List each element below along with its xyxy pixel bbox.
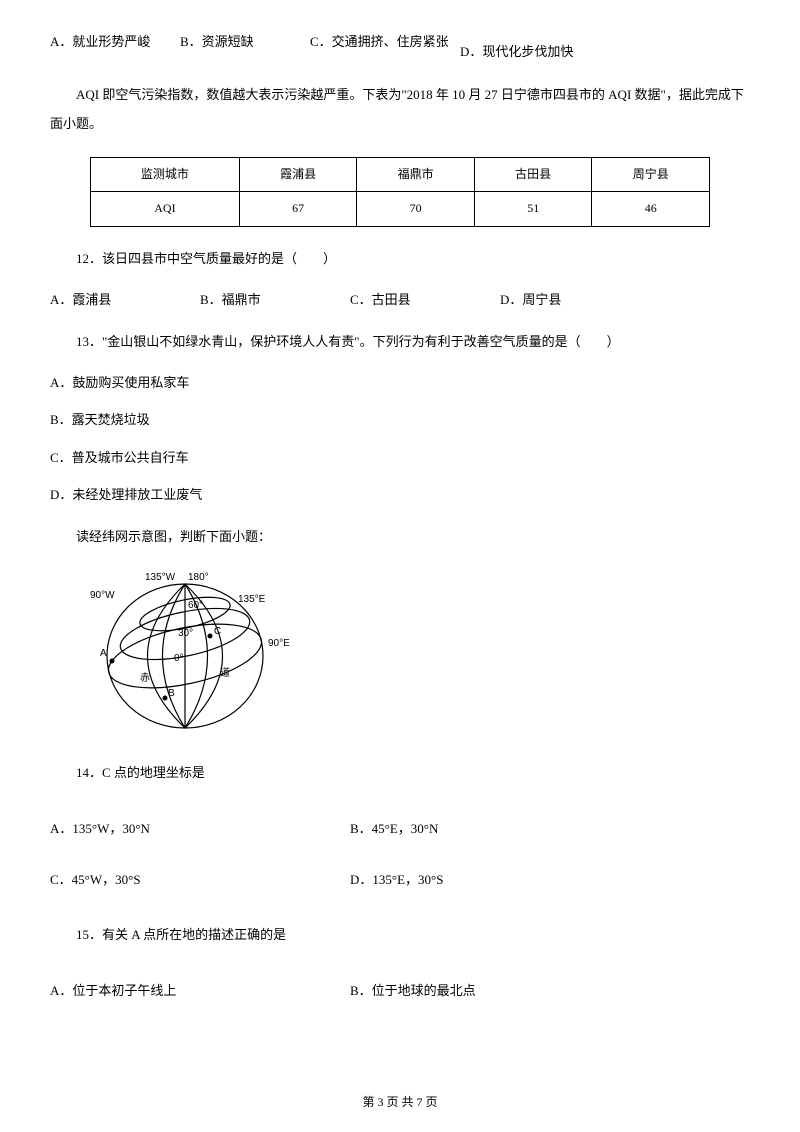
q12-opt-c: C．古田县 — [350, 288, 500, 311]
aqi-table: 监测城市 霞浦县 福鼎市 古田县 周宁县 AQI 67 70 51 46 — [90, 157, 710, 227]
globe-point-a: A — [100, 648, 107, 659]
aqi-v0: 67 — [239, 192, 357, 227]
q13-opt-c: C．普及城市公共自行车 — [50, 446, 750, 469]
globe-label-90e: 90°E — [268, 638, 290, 649]
aqi-h3: 古田县 — [474, 157, 592, 192]
q13-opt-b: B．露天焚烧垃圾 — [50, 408, 750, 431]
globe-point-c: C — [214, 626, 221, 637]
q14-opt-b: B．45°E，30°N — [350, 817, 650, 840]
globe-label-chi-right: 道 — [220, 666, 230, 679]
q11-opt-c: C．交通拥挤、住房紧张 — [310, 30, 460, 53]
aqi-h2: 福鼎市 — [357, 157, 475, 192]
q14-row2: C．45°W，30°S D．135°E，30°S — [50, 854, 750, 905]
globe-svg: 135°W 180° 90°W 135°E 90°E 60° 30° 0° 赤 … — [90, 566, 300, 736]
globe-label-0: 0° — [174, 653, 184, 664]
globe-passage: 读经纬网示意图，判断下面小题： — [50, 525, 750, 548]
table-row-values: AQI 67 70 51 46 — [91, 192, 710, 227]
globe-label-90w: 90°W — [90, 590, 115, 601]
aqi-h1: 霞浦县 — [239, 157, 357, 192]
q14-opt-c: C．45°W，30°S — [50, 868, 350, 891]
globe-label-135e: 135°E — [238, 594, 266, 605]
q15-opt-a: A．位于本初子午线上 — [50, 979, 350, 1002]
q11-options: A．就业形势严峻 B．资源短缺 C．交通拥挤、住房紧张 D．现代化步伐加快 — [50, 30, 750, 63]
aqi-v2: 51 — [474, 192, 592, 227]
aqi-h0: 监测城市 — [91, 157, 240, 192]
q14-row1: A．135°W，30°N B．45°E，30°N — [50, 803, 750, 854]
q12-opt-a: A．霞浦县 — [50, 288, 200, 311]
globe-label-60: 60° — [188, 600, 203, 611]
aqi-passage: AQI 即空气污染指数，数值越大表示污染越严重。下表为"2018 年 10 月 … — [50, 81, 750, 138]
globe-label-135w: 135°W — [145, 572, 176, 583]
q13-opt-d: D．未经处理排放工业废气 — [50, 483, 750, 506]
q11-opt-b: B．资源短缺 — [180, 30, 310, 53]
aqi-h4: 周宁县 — [592, 157, 710, 192]
q14-opt-d: D．135°E，30°S — [350, 868, 650, 891]
globe-label-chi-left: 赤 — [140, 672, 150, 684]
q14-stem: 14．C 点的地理坐标是 — [50, 761, 750, 784]
q15-opt-b: B．位于地球的最北点 — [350, 979, 650, 1002]
q13-opt-a: A．鼓励购买使用私家车 — [50, 371, 750, 394]
q11-opt-d: D．现代化步伐加快 — [460, 30, 610, 63]
globe-label-180: 180° — [188, 572, 209, 583]
q12-opt-b: B．福鼎市 — [200, 288, 350, 311]
q13-stem: 13．"金山银山不如绿水青山，保护环境人人有责"。下列行为有利于改善空气质量的是… — [50, 330, 750, 353]
table-row-header: 监测城市 霞浦县 福鼎市 古田县 周宁县 — [91, 157, 710, 192]
q12-stem: 12．该日四县市中空气质量最好的是（ ） — [50, 247, 750, 270]
globe-point-b: B — [168, 688, 175, 699]
q11-opt-a: A．就业形势严峻 — [50, 30, 180, 53]
aqi-v1: 70 — [357, 192, 475, 227]
q15-stem: 15．有关 A 点所在地的描述正确的是 — [50, 923, 750, 946]
aqi-row-label: AQI — [91, 192, 240, 227]
q12-options: A．霞浦县 B．福鼎市 C．古田县 D．周宁县 — [50, 288, 750, 311]
globe-diagram: 135°W 180° 90°W 135°E 90°E 60° 30° 0° 赤 … — [90, 566, 750, 743]
aqi-v3: 46 — [592, 192, 710, 227]
q14-opt-a: A．135°W，30°N — [50, 817, 350, 840]
page-footer: 第 3 页 共 7 页 — [50, 1092, 750, 1114]
q12-opt-d: D．周宁县 — [500, 288, 650, 311]
globe-label-30: 30° — [178, 628, 193, 639]
q15-row1: A．位于本初子午线上 B．位于地球的最北点 — [50, 965, 750, 1016]
